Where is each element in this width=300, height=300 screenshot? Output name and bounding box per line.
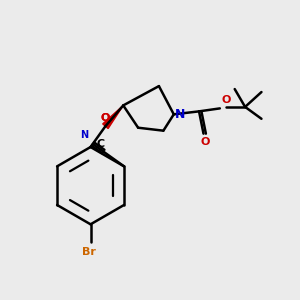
Text: C: C [97, 139, 105, 148]
Text: N: N [80, 130, 88, 140]
Text: O: O [200, 137, 210, 147]
Text: Br: Br [82, 247, 96, 256]
Text: N: N [175, 108, 186, 121]
Polygon shape [103, 105, 123, 128]
Text: O: O [101, 113, 110, 123]
Text: O: O [101, 113, 110, 123]
Text: O: O [221, 95, 231, 105]
